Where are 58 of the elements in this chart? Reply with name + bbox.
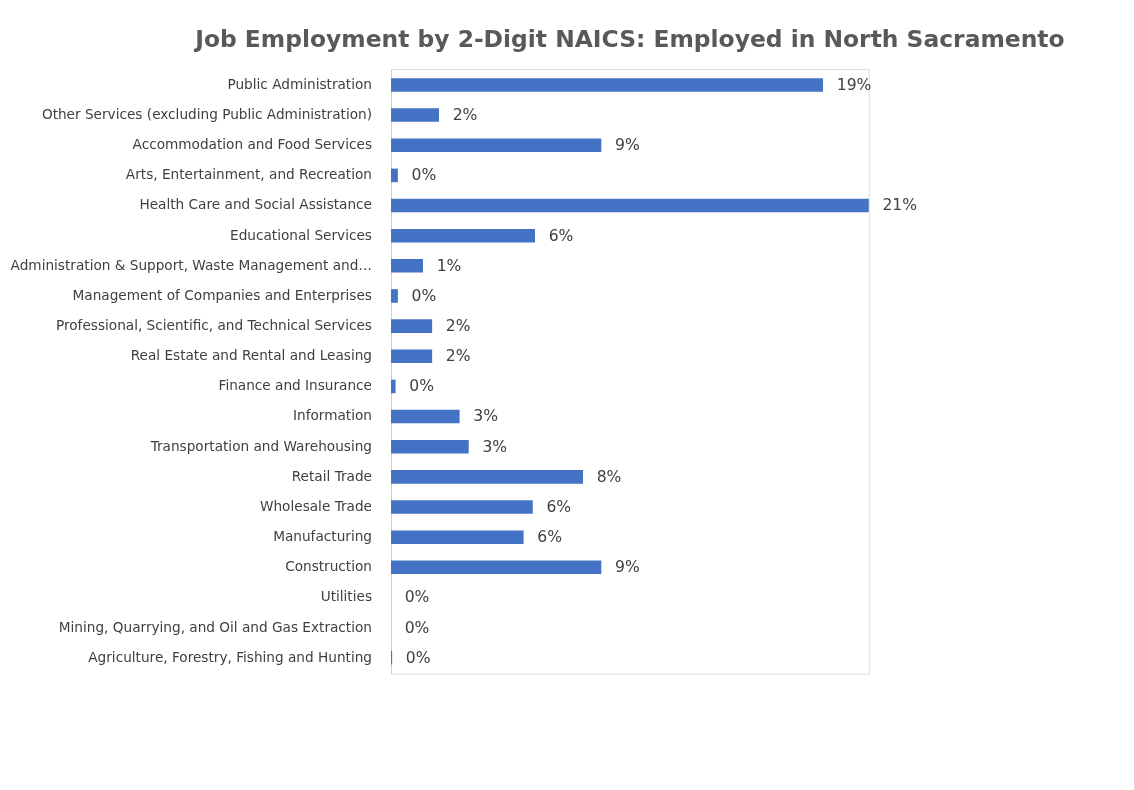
bar bbox=[391, 319, 433, 333]
data-label: 0% bbox=[411, 286, 437, 305]
y-tick-label: Real Estate and Rental and Leasing bbox=[130, 347, 372, 364]
y-tick-label: Agriculture, Forestry, Fishing and Hunting bbox=[88, 648, 372, 665]
data-label: 8% bbox=[596, 467, 622, 486]
data-label: 9% bbox=[614, 136, 640, 155]
bar bbox=[391, 108, 440, 122]
y-tick-label: Manufacturing bbox=[273, 528, 372, 545]
bar bbox=[391, 500, 533, 514]
data-label: 0% bbox=[411, 166, 437, 185]
data-label: 21% bbox=[882, 196, 918, 215]
bar bbox=[391, 439, 469, 454]
y-tick-label: Information bbox=[293, 407, 372, 424]
y-tick-label: Construction bbox=[285, 558, 372, 575]
data-label: 6% bbox=[548, 226, 574, 245]
bar bbox=[391, 470, 584, 484]
data-label: 0% bbox=[404, 588, 430, 607]
y-tick-label: Retail Trade bbox=[291, 467, 372, 484]
y-tick-label: Management of Companies and Enterprises bbox=[72, 286, 372, 303]
data-label: 2% bbox=[452, 105, 478, 124]
data-label: 19% bbox=[836, 75, 872, 94]
bar bbox=[391, 259, 424, 273]
y-tick-label: Mining, Quarrying, and Oil and Gas Extraction bbox=[58, 618, 372, 635]
bar bbox=[391, 530, 524, 544]
y-tick-label: Administration & Support, Waste Management and… bbox=[10, 256, 372, 273]
y-tick-label: Finance and Insurance bbox=[218, 377, 372, 394]
data-label: 6% bbox=[546, 497, 572, 516]
data-label: 9% bbox=[614, 558, 640, 577]
data-label: 3% bbox=[473, 407, 498, 426]
y-tick-label: Public Administration bbox=[227, 75, 372, 92]
y-tick-label: Other Services (excluding Public Administration) bbox=[41, 105, 372, 122]
bar bbox=[391, 78, 824, 92]
data-label: 1% bbox=[436, 256, 462, 275]
y-tick-label: Accommodation and Food Services bbox=[132, 136, 372, 153]
chart-title: Job Employment by 2-Digit NAICS: Employed in North Sacramento bbox=[193, 24, 1065, 53]
y-tick-label: Educational Services bbox=[230, 226, 372, 243]
bar bbox=[391, 349, 433, 364]
y-tick-label: Professional, Scientific, and Technical Services bbox=[55, 317, 372, 334]
y-tick-label: Health Care and Social Assistance bbox=[139, 196, 372, 213]
data-label: 6% bbox=[537, 528, 562, 547]
data-label: 2% bbox=[445, 317, 471, 335]
data-label: 0% bbox=[405, 648, 431, 667]
bar bbox=[391, 198, 869, 213]
data-label: 0% bbox=[409, 377, 434, 396]
bar bbox=[391, 228, 536, 243]
bar bbox=[391, 138, 602, 152]
y-tick-label: Arts, Entertainment, and Recreation bbox=[125, 166, 372, 183]
y-tick-label: Transportation and Warehousing bbox=[149, 437, 372, 454]
data-label: 2% bbox=[445, 347, 471, 366]
bar bbox=[391, 560, 602, 575]
y-tick-label: Utilities bbox=[320, 588, 372, 605]
y-tick-label: Wholesale Trade bbox=[259, 497, 372, 514]
bar bbox=[391, 168, 398, 183]
bar bbox=[391, 289, 398, 303]
data-label: 0% bbox=[404, 618, 430, 637]
data-label: 3% bbox=[482, 437, 508, 456]
bar bbox=[391, 409, 460, 424]
bar bbox=[391, 379, 396, 394]
